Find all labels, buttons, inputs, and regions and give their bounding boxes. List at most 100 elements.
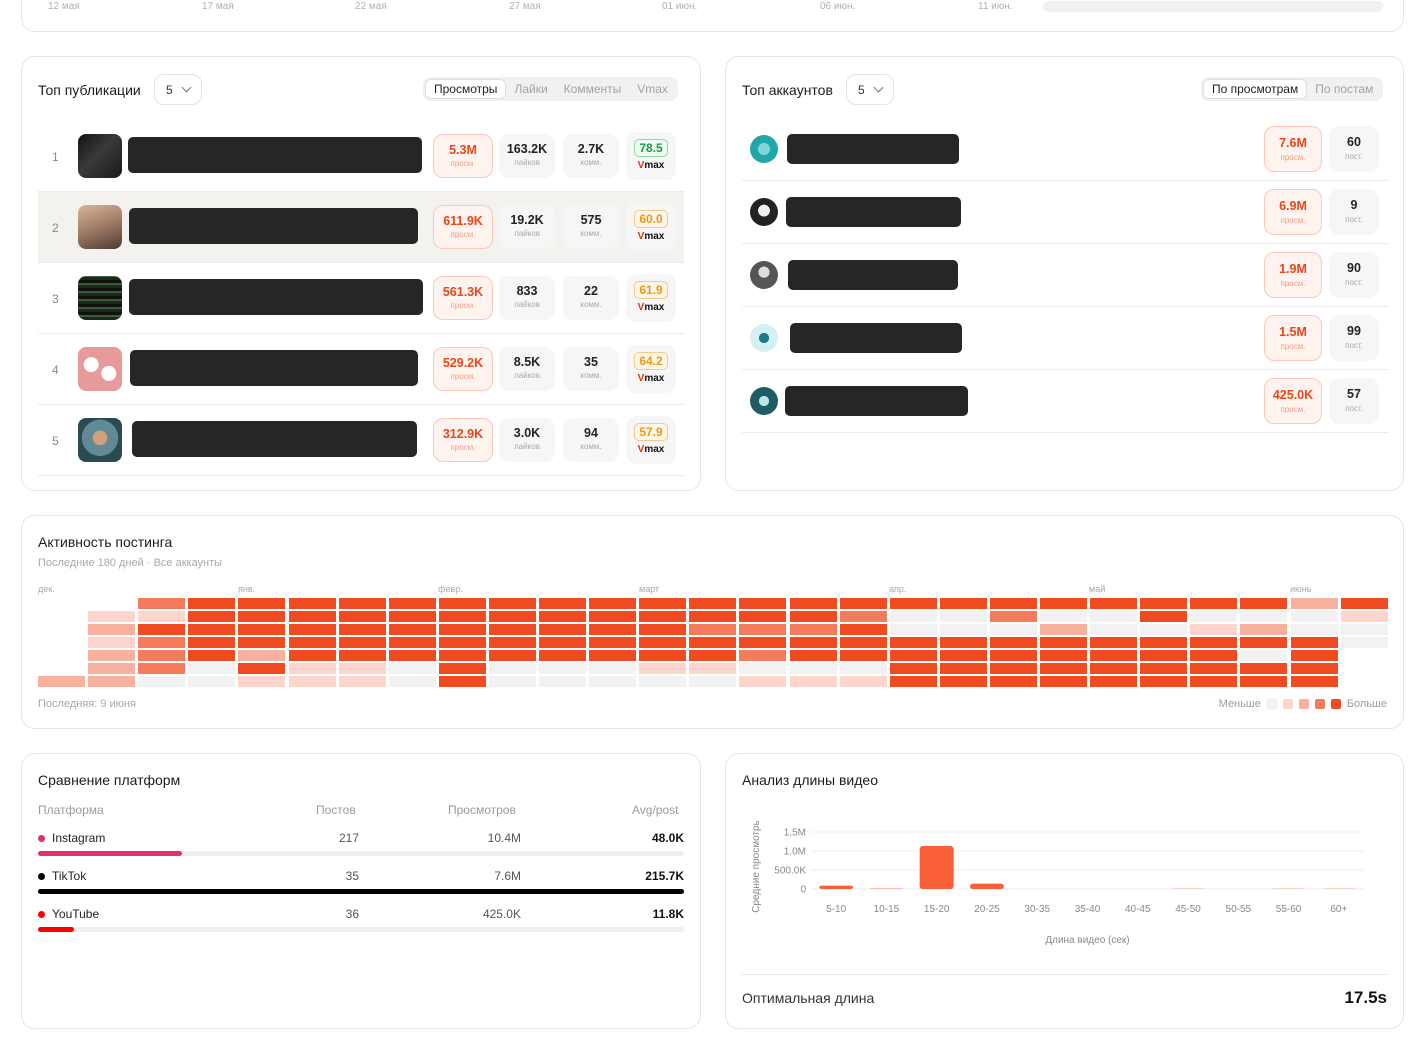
heatmap-cell[interactable]	[989, 611, 1037, 622]
heatmap-cell[interactable]	[438, 611, 486, 622]
heatmap-cell[interactable]	[789, 624, 837, 635]
tab-views[interactable]: Просмотры	[425, 79, 507, 99]
tab-comments[interactable]: Комменты	[563, 82, 622, 96]
heatmap-cell[interactable]	[789, 663, 837, 674]
heatmap-cell[interactable]	[388, 611, 436, 622]
heatmap-cell[interactable]	[388, 676, 436, 687]
avatar[interactable]	[750, 261, 778, 289]
heatmap-cell[interactable]	[989, 663, 1037, 674]
heatmap-cell[interactable]	[1090, 663, 1138, 674]
heatmap-cell[interactable]	[1290, 637, 1338, 648]
heatmap-cell[interactable]	[739, 650, 787, 661]
heatmap-cell[interactable]	[639, 676, 687, 687]
heatmap-cell[interactable]	[1140, 598, 1188, 609]
heatmap-cell[interactable]	[488, 676, 536, 687]
heatmap-cell[interactable]	[589, 663, 637, 674]
heatmap-cell[interactable]	[689, 637, 737, 648]
heatmap-cell[interactable]	[1190, 650, 1238, 661]
account-row[interactable]: 7.6M просм. 60 пост.	[742, 118, 1388, 181]
heatmap-cell[interactable]	[589, 637, 637, 648]
heatmap-cell[interactable]	[689, 611, 737, 622]
heatmap-cell[interactable]	[639, 637, 687, 648]
heatmap-cell[interactable]	[739, 598, 787, 609]
heatmap-cell[interactable]	[138, 650, 186, 661]
heatmap-cell[interactable]	[589, 611, 637, 622]
heatmap-cell[interactable]	[288, 598, 336, 609]
heatmap-cell[interactable]	[1040, 598, 1087, 609]
heatmap-cell[interactable]	[839, 624, 887, 635]
heatmap-cell[interactable]	[789, 650, 837, 661]
tab-vmax[interactable]: Vmax	[637, 82, 668, 96]
heatmap-cell[interactable]	[839, 611, 887, 622]
heatmap-cell[interactable]	[288, 676, 336, 687]
heatmap-cell[interactable]	[338, 624, 386, 635]
heatmap-cell[interactable]	[288, 650, 336, 661]
post-thumbnail[interactable]	[78, 347, 122, 391]
tab-by-posts[interactable]: По постам	[1315, 82, 1374, 96]
heatmap-cell[interactable]	[288, 611, 336, 622]
heatmap-cell[interactable]	[1240, 663, 1288, 674]
heatmap-cell[interactable]	[1090, 637, 1138, 648]
heatmap-cell[interactable]	[438, 598, 486, 609]
heatmap-cell[interactable]	[739, 624, 787, 635]
top-accounts-count-select[interactable]: 5	[846, 74, 894, 105]
heatmap-cell[interactable]	[1140, 676, 1188, 687]
heatmap-cell[interactable]	[188, 611, 236, 622]
heatmap-cell[interactable]	[539, 663, 586, 674]
heatmap-cell[interactable]	[639, 598, 687, 609]
heatmap-cell[interactable]	[739, 637, 787, 648]
heatmap-cell[interactable]	[1340, 611, 1388, 622]
heatmap-cell[interactable]	[539, 624, 586, 635]
heatmap-cell[interactable]	[1340, 624, 1388, 635]
heatmap-cell[interactable]	[889, 650, 937, 661]
heatmap-cell[interactable]	[1040, 663, 1087, 674]
heatmap-cell[interactable]	[1140, 611, 1188, 622]
heatmap-cell[interactable]	[388, 624, 436, 635]
heatmap-cell[interactable]	[1290, 676, 1338, 687]
heatmap-cell[interactable]	[1240, 637, 1288, 648]
platform-row[interactable]: YouTube 36 425.0K 11.8K	[38, 907, 684, 937]
post-row[interactable]: 5 312.9K просм. 3.0K лайков 94 комм. 57.9 Vmax	[38, 405, 684, 476]
heatmap-cell[interactable]	[1290, 598, 1338, 609]
heatmap-cell[interactable]	[338, 637, 386, 648]
heatmap-cell[interactable]	[488, 611, 536, 622]
heatmap-cell[interactable]	[38, 676, 85, 687]
tab-likes[interactable]: Лайки	[514, 82, 548, 96]
heatmap-cell[interactable]	[639, 650, 687, 661]
chart-bar[interactable]	[819, 885, 854, 889]
heatmap-cell[interactable]	[789, 598, 837, 609]
heatmap-cell[interactable]	[488, 650, 536, 661]
heatmap-cell[interactable]	[739, 611, 787, 622]
heatmap-cell[interactable]	[238, 663, 286, 674]
heatmap-cell[interactable]	[889, 598, 937, 609]
heatmap-cell[interactable]	[188, 598, 236, 609]
heatmap-cell[interactable]	[138, 676, 186, 687]
post-row[interactable]: 1 5.3M просм. 163.2K лайков 2.7K комм. 78.5 Vmax	[38, 121, 684, 192]
heatmap-cell[interactable]	[1240, 650, 1288, 661]
heatmap-cell[interactable]	[939, 598, 987, 609]
heatmap-cell[interactable]	[338, 611, 386, 622]
heatmap-cell[interactable]	[1340, 637, 1388, 648]
heatmap-cell[interactable]	[1240, 676, 1288, 687]
heatmap-cell[interactable]	[1190, 611, 1238, 622]
heatmap-cell[interactable]	[1290, 663, 1338, 674]
heatmap-cell[interactable]	[1290, 650, 1338, 661]
tab-by-views[interactable]: По просмотрам	[1203, 79, 1308, 99]
chart-bar[interactable]	[919, 846, 954, 889]
heatmap-cell[interactable]	[1190, 624, 1238, 635]
heatmap-cell[interactable]	[288, 637, 336, 648]
heatmap-cell[interactable]	[639, 663, 687, 674]
heatmap-cell[interactable]	[789, 676, 837, 687]
heatmap-cell[interactable]	[238, 624, 286, 635]
account-row[interactable]: 425.0K просм. 57 пост.	[742, 370, 1388, 433]
heatmap-cell[interactable]	[1040, 611, 1087, 622]
heatmap-cell[interactable]	[839, 650, 887, 661]
heatmap-cell[interactable]	[1290, 611, 1338, 622]
heatmap-cell[interactable]	[488, 637, 536, 648]
heatmap-cell[interactable]	[388, 598, 436, 609]
top-posts-count-select[interactable]: 5	[154, 74, 202, 105]
avatar[interactable]	[750, 324, 778, 352]
range-scrollbar[interactable]	[1043, 1, 1383, 12]
post-row[interactable]: 3 561.3K просм. 833 лайков 22 комм. 61.9 Vmax	[38, 263, 684, 334]
account-row[interactable]: 6.9M просм. 9 пост.	[742, 181, 1388, 244]
